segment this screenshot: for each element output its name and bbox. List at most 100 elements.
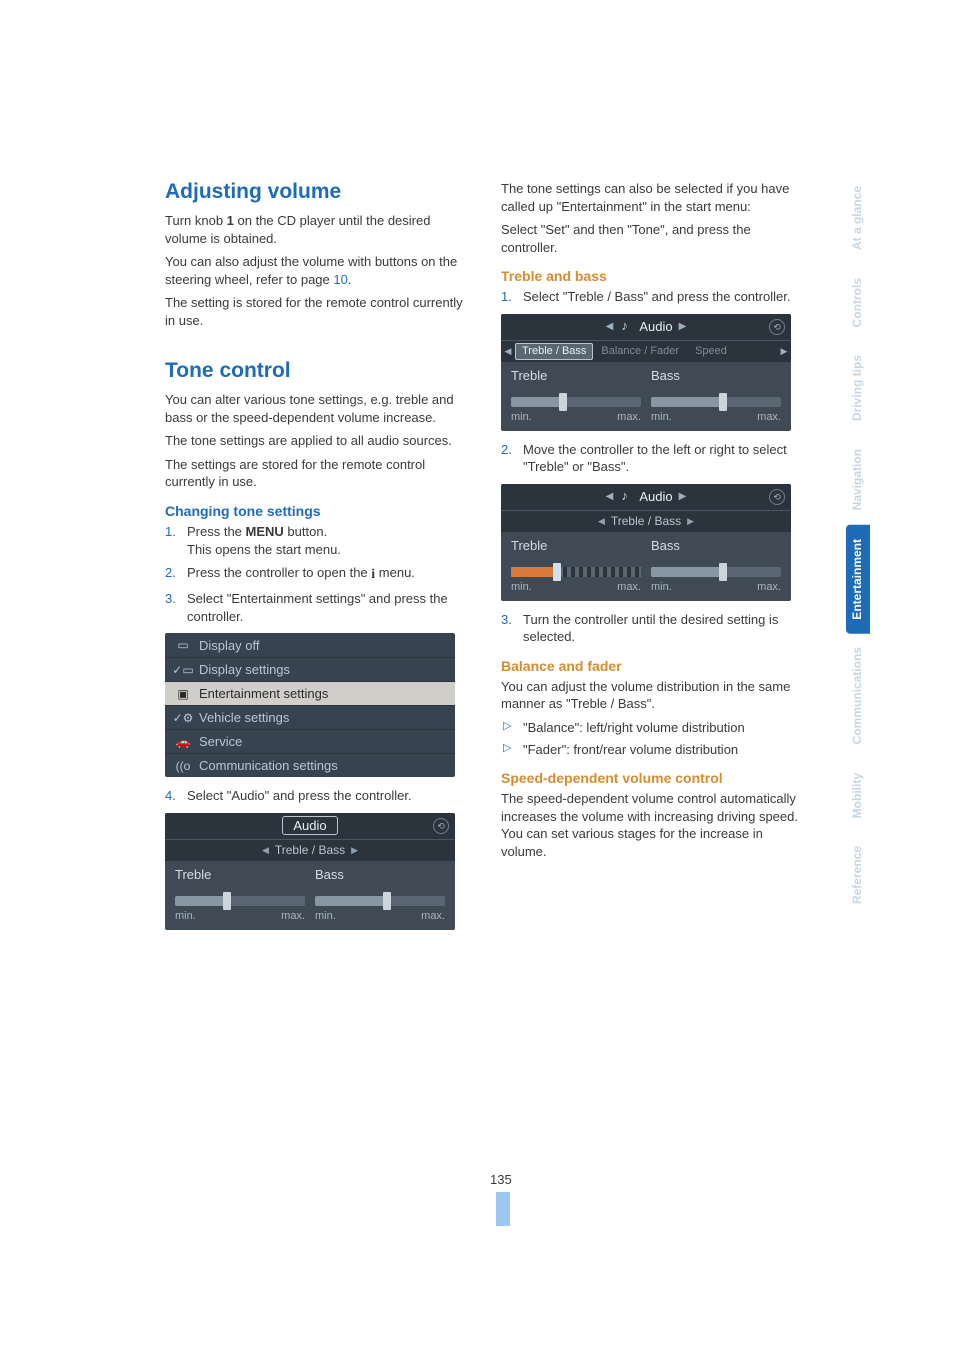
body-text: The speed-dependent volume control autom… <box>501 790 805 860</box>
list-item: "Fader": front/rear volume distribution <box>501 741 805 759</box>
figure-settings-menu: ▭Display off✓▭Display settings▣Entertain… <box>165 633 455 777</box>
list-item: "Balance": left/right volume distributio… <box>501 719 805 737</box>
slider-label: Treble <box>175 867 305 882</box>
step-item: 3. Select "Entertainment settings" and p… <box>165 590 469 625</box>
header-title: Audio <box>639 489 672 504</box>
header-title-boxed: Audio <box>282 816 337 835</box>
text: You can also adjust the volume with butt… <box>165 254 457 287</box>
side-tab[interactable]: Reference <box>846 832 870 918</box>
step-item: 2. Press the controller to open the i me… <box>165 564 469 584</box>
side-tabs: ReferenceMobilityCommunicationsEntertain… <box>846 172 870 918</box>
bass-slider-block: Bass min. max. <box>315 867 445 922</box>
figure-subheader: ◀ Treble / Bass ▶ <box>501 510 791 532</box>
slider-minmax: min. max. <box>651 581 781 593</box>
steps-list: 2. Move the controller to the left or ri… <box>501 441 805 476</box>
side-tab[interactable]: Mobility <box>846 759 870 832</box>
menu-row-icon: ((o <box>173 759 193 773</box>
text: Press the controller to open the <box>187 565 371 580</box>
figure-body: Treble min. max. Bass min. max. <box>165 861 455 930</box>
body-text: The settings are stored for the remote c… <box>165 456 469 491</box>
figure-subheader: ◀ Treble / Bass ▶ <box>165 839 455 861</box>
min-label: min. <box>511 411 532 423</box>
side-tab[interactable]: Controls <box>846 264 870 341</box>
menu-row: ▭Display off <box>165 633 455 657</box>
figure-audio-treble-bass: Audio ⟲ ◀ Treble / Bass ▶ Treble min. ma… <box>165 813 455 930</box>
step-number: 3. <box>165 590 176 608</box>
max-label: max. <box>421 910 445 922</box>
min-label: min. <box>315 910 336 922</box>
body-text: The tone settings are applied to all aud… <box>165 432 469 450</box>
steps-list: 1. Press the MENU button. This opens the… <box>165 523 469 625</box>
bass-slider <box>651 567 781 577</box>
side-tab[interactable]: At a glance <box>846 172 870 264</box>
figure-tab: Balance / Fader <box>593 341 687 362</box>
info-icon: i <box>371 566 375 585</box>
left-column: Adjusting volume Turn knob 1 on the CD p… <box>165 180 469 940</box>
menu-row-label: Display off <box>199 638 259 653</box>
max-label: max. <box>617 411 641 423</box>
max-label: max. <box>757 411 781 423</box>
bullet-list: "Balance": left/right volume distributio… <box>501 719 805 758</box>
page-mark <box>496 1192 510 1226</box>
max-label: max. <box>617 581 641 593</box>
header-title: Audio <box>639 319 672 334</box>
min-label: min. <box>511 581 532 593</box>
body-text: The tone settings can also be selected i… <box>501 180 805 215</box>
page-content: Adjusting volume Turn knob 1 on the CD p… <box>165 180 805 940</box>
steps-list: 4. Select "Audio" and press the controll… <box>165 787 469 805</box>
bass-slider <box>315 896 445 906</box>
menu-button-label: MENU <box>246 524 284 539</box>
min-label: min. <box>175 910 196 922</box>
treble-slider-block: Treble min. max. <box>511 368 641 423</box>
left-arrow-icon: ◀ <box>606 321 614 332</box>
side-tab[interactable]: Navigation <box>846 435 870 524</box>
step-number: 4. <box>165 787 176 805</box>
min-label: min. <box>651 581 672 593</box>
text: . <box>348 272 352 287</box>
treble-slider <box>511 567 641 577</box>
step-number: 2. <box>165 564 176 582</box>
body-text: You can also adjust the volume with butt… <box>165 253 469 288</box>
side-tab[interactable]: Communications <box>846 633 870 758</box>
body-text: The setting is stored for the remote con… <box>165 294 469 329</box>
slider-minmax: min. max. <box>315 910 445 922</box>
right-arrow-icon: ▶ <box>351 845 358 856</box>
slider-minmax: min. max. <box>175 910 305 922</box>
text: Select "Treble / Bass" and press the con… <box>523 289 790 304</box>
step-item: 3. Turn the controller until the desired… <box>501 611 805 646</box>
knob-number: 1 <box>227 213 234 228</box>
menu-row: ▣Entertainment settings <box>165 681 455 705</box>
page-link[interactable]: 10 <box>333 272 347 287</box>
figure-tab: Treble / Bass <box>515 343 593 360</box>
music-note-icon <box>619 321 635 333</box>
subheading-balance-fader: Balance and fader <box>501 658 805 674</box>
heading-tone-control: Tone control <box>165 359 469 383</box>
menu-row-label: Service <box>199 734 242 749</box>
slider-minmax: min. max. <box>511 581 641 593</box>
text: Move the controller to the left or right… <box>523 442 787 475</box>
side-tab[interactable]: Entertainment <box>846 525 870 634</box>
corner-icon: ⟲ <box>769 489 785 505</box>
left-arrow-icon: ◀ <box>606 491 614 502</box>
music-note-icon <box>619 491 635 503</box>
text: Turn knob <box>165 213 227 228</box>
bass-slider <box>651 397 781 407</box>
treble-slider-block: Treble min. max. <box>175 867 305 922</box>
slider-label: Bass <box>315 867 445 882</box>
slider-label: Treble <box>511 538 641 553</box>
slider-label: Bass <box>651 538 781 553</box>
left-arrow-icon: ◀ <box>598 516 605 527</box>
step-number: 2. <box>501 441 512 459</box>
side-tab[interactable]: Driving tips <box>846 341 870 435</box>
bass-slider-block: Bass min. max. <box>651 368 781 423</box>
figure-header: Audio ⟲ <box>165 813 455 839</box>
page-number: 135 <box>490 1172 512 1187</box>
slider-label: Treble <box>511 368 641 383</box>
treble-slider-block: Treble min. max. <box>511 538 641 593</box>
subheading-treble-bass: Treble and bass <box>501 268 805 284</box>
figure-tabs: ◀ Treble / BassBalance / FaderSpeed▶ <box>501 340 791 362</box>
corner-icon: ⟲ <box>769 319 785 335</box>
figure-header: ◀ Audio ▶ ⟲ <box>501 484 791 510</box>
body-text: You can adjust the volume distribution i… <box>501 678 805 713</box>
right-arrow-icon: ▶ <box>679 321 687 332</box>
